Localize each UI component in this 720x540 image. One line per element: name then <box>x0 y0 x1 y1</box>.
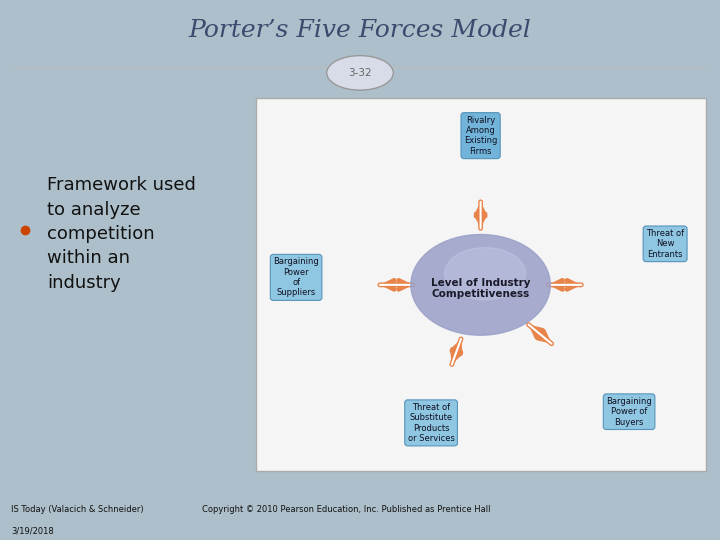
Text: Copyright © 2010 Pearson Education, Inc. Published as Prentice Hall: Copyright © 2010 Pearson Education, Inc.… <box>202 505 490 514</box>
FancyBboxPatch shape <box>256 98 706 471</box>
Text: Bargaining
Power
of
Suppliers: Bargaining Power of Suppliers <box>273 257 319 298</box>
Text: Porter’s Five Forces Model: Porter’s Five Forces Model <box>189 19 531 42</box>
Text: IS Today (Valacich & Schneider): IS Today (Valacich & Schneider) <box>11 505 143 514</box>
Text: 3/19/2018: 3/19/2018 <box>11 527 53 536</box>
Ellipse shape <box>411 234 550 335</box>
Text: Framework used
to analyze
competition
within an
industry: Framework used to analyze competition wi… <box>47 177 196 292</box>
Text: 3-32: 3-32 <box>348 68 372 78</box>
Text: Rivalry
Among
Existing
Firms: Rivalry Among Existing Firms <box>464 116 498 156</box>
Text: Threat of
New
Entrants: Threat of New Entrants <box>646 229 684 259</box>
Circle shape <box>327 56 393 90</box>
Ellipse shape <box>445 247 526 300</box>
Text: Level of Industry
Competitiveness: Level of Industry Competitiveness <box>431 278 531 299</box>
Text: Bargaining
Power of
Buyers: Bargaining Power of Buyers <box>606 397 652 427</box>
Text: Threat of
Substitute
Products
or Services: Threat of Substitute Products or Service… <box>408 403 454 443</box>
